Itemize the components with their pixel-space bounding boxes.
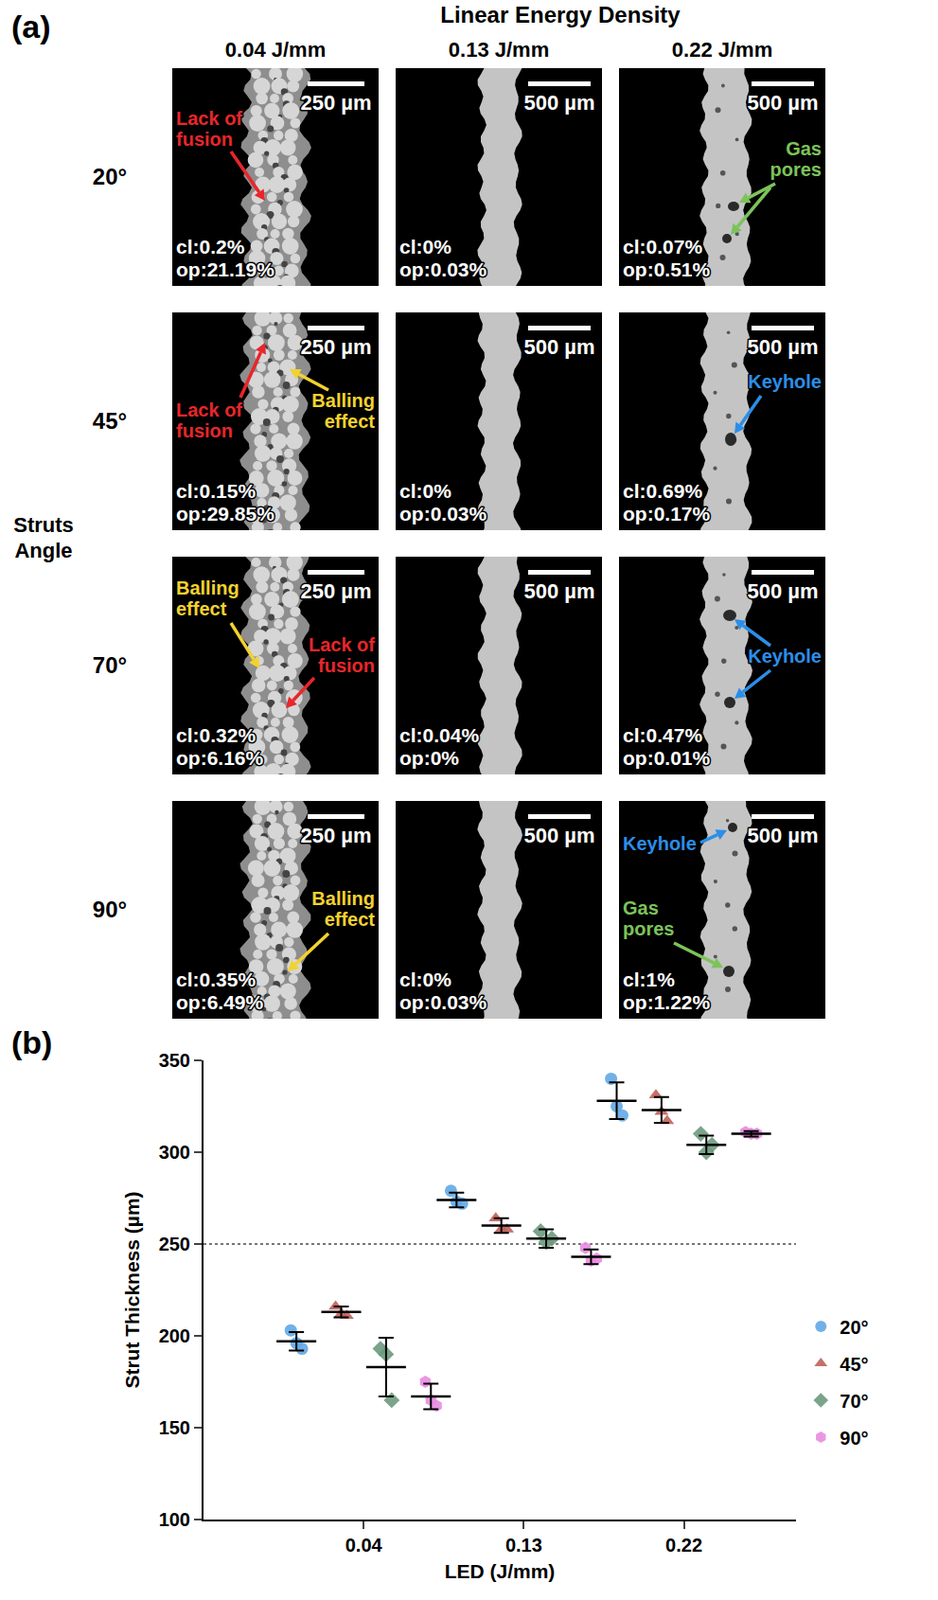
svg-text:70°: 70° bbox=[839, 1390, 868, 1412]
svg-text:500 µm: 500 µm bbox=[523, 90, 595, 115]
svg-text:Lack of: Lack of bbox=[308, 634, 375, 655]
svg-text:70°: 70° bbox=[92, 652, 127, 678]
svg-text:cl:0.15%: cl:0.15% bbox=[176, 479, 256, 502]
svg-text:op:0.17%: op:0.17% bbox=[622, 502, 711, 525]
svg-text:90°: 90° bbox=[92, 896, 127, 922]
svg-text:0.04: 0.04 bbox=[345, 1534, 384, 1556]
svg-text:cl:0.69%: cl:0.69% bbox=[622, 479, 703, 502]
svg-text:Angle: Angle bbox=[14, 538, 72, 563]
svg-text:Strut Thickness (µm): Strut Thickness (µm) bbox=[121, 1190, 143, 1388]
svg-text:500 µm: 500 µm bbox=[746, 335, 818, 359]
svg-text:Gas: Gas bbox=[785, 138, 822, 160]
svg-text:(a): (a) bbox=[11, 8, 52, 45]
svg-text:Keyhole: Keyhole bbox=[747, 645, 822, 667]
svg-text:150: 150 bbox=[159, 1416, 191, 1438]
svg-text:op:1.22%: op:1.22% bbox=[622, 991, 711, 1013]
svg-text:cl:0.47%: cl:0.47% bbox=[622, 724, 703, 746]
svg-text:cl:0.35%: cl:0.35% bbox=[176, 968, 256, 991]
svg-text:90°: 90° bbox=[839, 1427, 868, 1449]
svg-text:Linear Energy Density: Linear Energy Density bbox=[440, 1, 681, 28]
svg-text:effect: effect bbox=[324, 908, 376, 930]
svg-text:op:0.03%: op:0.03% bbox=[399, 502, 488, 525]
svg-text:op:0.01%: op:0.01% bbox=[622, 746, 711, 769]
svg-text:250 µm: 250 µm bbox=[300, 823, 372, 848]
svg-text:cl:0%: cl:0% bbox=[399, 235, 452, 258]
svg-text:op:29.85%: op:29.85% bbox=[176, 502, 275, 525]
svg-text:Lack of: Lack of bbox=[176, 107, 243, 129]
svg-text:Lack of: Lack of bbox=[176, 399, 243, 421]
svg-text:0.22: 0.22 bbox=[665, 1534, 703, 1556]
svg-text:Balling: Balling bbox=[176, 577, 240, 599]
svg-text:op:6.49%: op:6.49% bbox=[176, 991, 265, 1013]
svg-text:0.22 J/mm: 0.22 J/mm bbox=[672, 37, 773, 62]
svg-text:20°: 20° bbox=[92, 163, 127, 190]
html-text:(b): (b) bbox=[11, 1024, 53, 1061]
svg-text:Balling: Balling bbox=[311, 389, 375, 411]
svg-text:cl:0.2%: cl:0.2% bbox=[176, 235, 246, 258]
svg-text:cl:0%: cl:0% bbox=[399, 968, 452, 991]
svg-text:250 µm: 250 µm bbox=[300, 90, 372, 115]
svg-text:500 µm: 500 µm bbox=[523, 335, 595, 359]
svg-text:effect: effect bbox=[324, 410, 376, 432]
svg-text:250 µm: 250 µm bbox=[300, 335, 372, 359]
svg-text:20°: 20° bbox=[839, 1316, 868, 1338]
svg-text:500 µm: 500 µm bbox=[746, 823, 818, 848]
svg-text:op:21.19%: op:21.19% bbox=[176, 258, 275, 281]
svg-text:fusion: fusion bbox=[318, 654, 375, 676]
svg-text:Keyhole: Keyhole bbox=[747, 371, 822, 392]
svg-text:350: 350 bbox=[159, 1049, 191, 1071]
svg-text:500 µm: 500 µm bbox=[746, 579, 818, 603]
svg-text:fusion: fusion bbox=[176, 128, 233, 150]
svg-text:LED (J/mm): LED (J/mm) bbox=[444, 1559, 556, 1582]
svg-text:cl:0.04%: cl:0.04% bbox=[399, 724, 479, 746]
svg-text:250: 250 bbox=[159, 1233, 191, 1255]
svg-text:cl:0%: cl:0% bbox=[399, 479, 452, 502]
svg-text:op:0%: op:0% bbox=[399, 746, 460, 769]
svg-text:0.13 J/mm: 0.13 J/mm bbox=[448, 37, 549, 62]
svg-text:500 µm: 500 µm bbox=[523, 823, 595, 848]
svg-text:cl:1%: cl:1% bbox=[622, 968, 675, 991]
svg-text:500 µm: 500 µm bbox=[746, 90, 818, 115]
svg-text:250 µm: 250 µm bbox=[300, 579, 372, 603]
svg-text:op:0.51%: op:0.51% bbox=[622, 258, 711, 281]
svg-text:300: 300 bbox=[159, 1141, 191, 1163]
svg-text:45°: 45° bbox=[92, 407, 127, 434]
svg-text:Balling: Balling bbox=[311, 887, 375, 909]
svg-text:0.04 J/mm: 0.04 J/mm bbox=[225, 37, 326, 62]
svg-text:100: 100 bbox=[159, 1508, 191, 1530]
svg-text:Struts: Struts bbox=[13, 513, 74, 537]
svg-text:op:0.03%: op:0.03% bbox=[399, 258, 488, 281]
svg-text:Gas: Gas bbox=[622, 897, 659, 919]
svg-text:pores: pores bbox=[622, 918, 674, 939]
svg-text:cl:0.07%: cl:0.07% bbox=[622, 235, 703, 258]
svg-text:Keyhole: Keyhole bbox=[622, 832, 697, 854]
svg-text:fusion: fusion bbox=[176, 420, 233, 442]
svg-text:op:0.03%: op:0.03% bbox=[399, 991, 488, 1013]
svg-text:45°: 45° bbox=[839, 1353, 868, 1375]
svg-text:0.13: 0.13 bbox=[505, 1534, 543, 1556]
svg-text:200: 200 bbox=[159, 1325, 191, 1346]
svg-text:cl:0.32%: cl:0.32% bbox=[176, 724, 256, 746]
svg-text:op:6.16%: op:6.16% bbox=[176, 746, 265, 769]
svg-text:effect: effect bbox=[176, 598, 228, 620]
svg-text:500 µm: 500 µm bbox=[523, 579, 595, 603]
svg-text:pores: pores bbox=[770, 159, 822, 180]
